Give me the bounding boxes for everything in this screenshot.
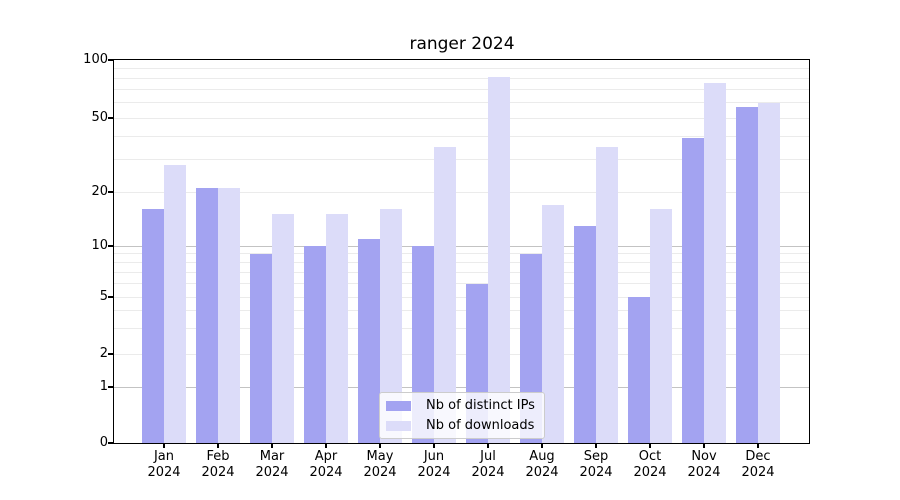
bar-distinct-ips-jan: [142, 209, 164, 443]
gridline-minor-60: [114, 102, 810, 104]
gridline-minor-7: [114, 271, 810, 273]
legend-item-downloads: Nb of downloads: [386, 418, 535, 433]
bar-downloads-nov: [704, 82, 726, 443]
gridline-minor-2: [114, 353, 810, 355]
bar-distinct-ips-nov: [682, 138, 704, 443]
x-tick-mark-feb: [217, 443, 219, 448]
gridline-minor-30: [114, 158, 810, 160]
x-tick-label-aug: Aug 2024: [525, 449, 559, 480]
y-tick-label-20: 20: [91, 184, 108, 199]
bar-downloads-apr: [326, 214, 348, 443]
y-tick-label-100: 100: [83, 52, 108, 67]
y-tick-label-1: 1: [99, 379, 108, 394]
gridline-major-1: [114, 386, 810, 388]
gridline-minor-4: [114, 310, 810, 312]
bar-distinct-ips-mar: [250, 253, 272, 443]
x-tick-mark-jun: [433, 443, 435, 448]
gridline-minor-3: [114, 328, 810, 330]
gridline-minor-8: [114, 261, 810, 263]
gridline-minor-50: [114, 117, 810, 119]
bar-downloads-jan: [164, 164, 186, 443]
y-tick-label-2: 2: [99, 346, 108, 361]
legend-label-distinct-ips: Nb of distinct IPs: [426, 398, 535, 413]
bar-downloads-jun: [434, 146, 456, 443]
bar-downloads-aug: [542, 204, 564, 443]
legend-item-distinct-ips: Nb of distinct IPs: [386, 398, 535, 413]
bar-downloads-may: [380, 209, 402, 443]
x-tick-mark-dec: [757, 443, 759, 448]
bar-downloads-jul: [488, 76, 510, 443]
gridline-minor-20: [114, 191, 810, 193]
y-tick-mark-1: [108, 386, 113, 388]
x-tick-mark-mar: [271, 443, 273, 448]
y-tick-mark-100: [108, 59, 113, 61]
bar-distinct-ips-dec: [736, 107, 758, 443]
y-tick-mark-50: [108, 117, 113, 119]
x-tick-label-apr: Apr 2024: [309, 449, 343, 480]
y-tick-mark-2: [108, 353, 113, 355]
x-tick-label-jul: Jul 2024: [471, 449, 505, 480]
chart-title: ranger 2024: [409, 34, 515, 54]
x-tick-mark-jan: [163, 443, 165, 448]
x-tick-label-jan: Jan 2024: [147, 449, 181, 480]
gridline-major-10: [114, 245, 810, 247]
legend-swatch-distinct-ips: [386, 400, 411, 411]
bar-distinct-ips-apr: [304, 246, 326, 443]
gridline-minor-6: [114, 283, 810, 285]
y-tick-label-50: 50: [91, 110, 108, 125]
gridline-minor-90: [114, 68, 810, 70]
bar-distinct-ips-may: [358, 238, 380, 443]
y-tick-mark-0: [108, 442, 113, 444]
x-tick-mark-sep: [595, 443, 597, 448]
legend: Nb of distinct IPs Nb of downloads: [379, 392, 545, 439]
legend-swatch-downloads: [386, 420, 411, 431]
x-tick-label-jun: Jun 2024: [417, 449, 451, 480]
gridline-minor-80: [114, 78, 810, 80]
bar-distinct-ips-feb: [196, 188, 218, 443]
x-tick-label-dec: Dec 2024: [741, 449, 775, 480]
bar-downloads-feb: [218, 188, 240, 443]
y-tick-label-5: 5: [99, 289, 108, 304]
bar-downloads-mar: [272, 214, 294, 443]
gridline-minor-40: [114, 135, 810, 137]
x-tick-label-nov: Nov 2024: [687, 449, 721, 480]
x-tick-mark-jul: [487, 443, 489, 448]
x-tick-label-feb: Feb 2024: [201, 449, 235, 480]
x-tick-mark-oct: [649, 443, 651, 448]
x-tick-label-sep: Sep 2024: [579, 449, 613, 480]
y-tick-mark-10: [108, 245, 113, 247]
bar-downloads-dec: [758, 102, 780, 443]
x-tick-label-may: May 2024: [363, 449, 397, 480]
y-tick-mark-5: [108, 296, 113, 298]
x-tick-mark-apr: [325, 443, 327, 448]
x-tick-label-oct: Oct 2024: [633, 449, 667, 480]
gridline-minor-5: [114, 296, 810, 298]
legend-label-downloads: Nb of downloads: [426, 418, 535, 433]
y-tick-label-10: 10: [91, 238, 108, 253]
gridline-minor-9: [114, 253, 810, 255]
x-tick-label-mar: Mar 2024: [255, 449, 289, 480]
bar-downloads-sep: [596, 146, 618, 443]
y-tick-mark-20: [108, 191, 113, 193]
x-tick-mark-nov: [703, 443, 705, 448]
y-tick-label-0: 0: [99, 435, 108, 450]
bar-downloads-oct: [650, 209, 672, 443]
gridline-minor-70: [114, 89, 810, 91]
bar-distinct-ips-sep: [574, 225, 596, 443]
x-tick-mark-aug: [541, 443, 543, 448]
x-tick-mark-may: [379, 443, 381, 448]
bar-distinct-ips-oct: [628, 297, 650, 443]
